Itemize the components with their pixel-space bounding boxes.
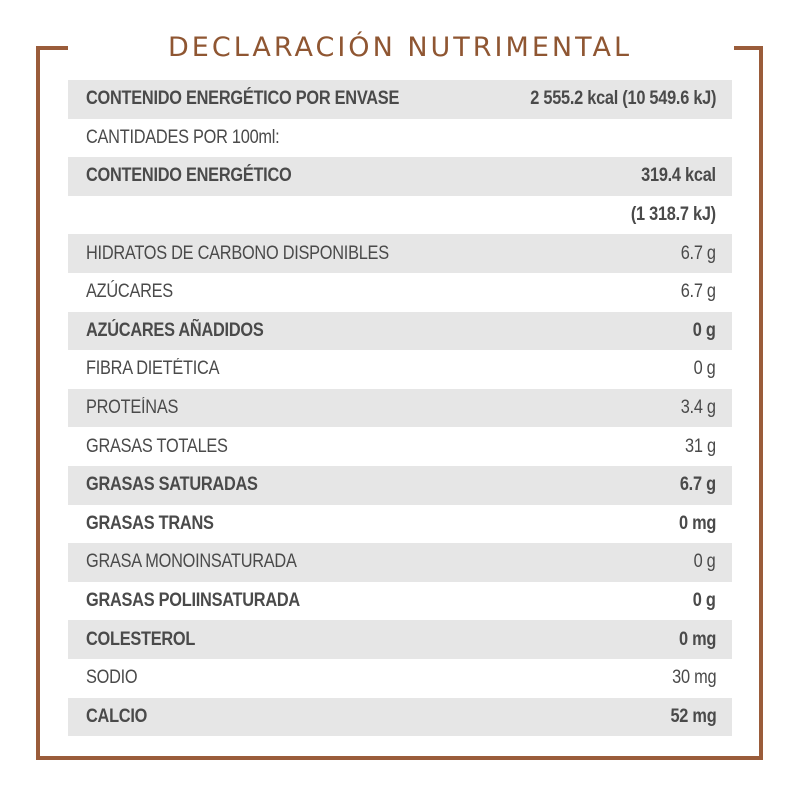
- row-value: 6.7 g: [680, 242, 716, 264]
- row-value: 2 555.2 kcal (10 549.6 kJ): [530, 88, 716, 110]
- row-value: 319.4 kcal: [641, 165, 716, 187]
- page-title: DECLARACIÓN NUTRIMENTAL: [168, 32, 632, 63]
- row-label: SODIO: [86, 667, 138, 689]
- row-carbohydrates: HIDRATOS DE CARBONO DISPONIBLES 6.7 g: [68, 234, 732, 273]
- row-label: CONTENIDO ENERGÉTICO POR ENVASE: [86, 88, 400, 110]
- row-label: GRASA MONOINSATURADA: [86, 551, 297, 573]
- row-label: AZÚCARES: [86, 281, 173, 303]
- row-label: CONTENIDO ENERGÉTICO: [86, 165, 292, 187]
- row-trans-fat: GRASAS TRANS 0 mg: [68, 505, 732, 544]
- label-frame: [36, 48, 763, 760]
- row-energy-kcal: CONTENIDO ENERGÉTICO 319.4 kcal: [68, 157, 732, 196]
- row-energy-per-package: CONTENIDO ENERGÉTICO POR ENVASE 2 555.2 …: [68, 80, 732, 119]
- row-value: 0 g: [693, 319, 716, 341]
- row-value: 52 mg: [670, 705, 716, 727]
- frame-top-left-segment: [36, 46, 68, 50]
- row-polyunsaturated-fat: GRASAS POLIINSATURADA 0 g: [68, 582, 732, 621]
- row-energy-kj: (1 318.7 kJ): [68, 196, 732, 235]
- row-sugars: AZÚCARES 6.7 g: [68, 273, 732, 312]
- row-calcium: CALCIO 52 mg: [68, 697, 732, 737]
- row-sodium: SODIO 30 mg: [68, 659, 732, 698]
- row-label: PROTEÍNAS: [86, 397, 179, 419]
- row-total-fat: GRASAS TOTALES 31 g: [68, 427, 732, 466]
- row-value: 0 g: [694, 551, 716, 573]
- row-label: GRASAS POLIINSATURADA: [86, 590, 300, 612]
- row-cholesterol: COLESTEROL 0 mg: [68, 620, 732, 659]
- row-value: 3.4 g: [680, 397, 716, 419]
- row-value: 0 mg: [678, 628, 716, 650]
- row-value: 0 g: [693, 590, 716, 612]
- row-value: 0 mg: [678, 512, 716, 534]
- row-proteins: PROTEÍNAS 3.4 g: [68, 388, 732, 428]
- row-value: 30 mg: [671, 667, 716, 689]
- row-label: COLESTEROL: [86, 628, 196, 650]
- row-saturated-fat: GRASAS SATURADAS 6.7 g: [68, 465, 732, 505]
- row-value: 6.7 g: [680, 281, 716, 303]
- row-label: GRASAS SATURADAS: [86, 474, 258, 496]
- frame-top-right-segment: [734, 46, 763, 50]
- nutrition-table: CONTENIDO ENERGÉTICO POR ENVASE 2 555.2 …: [68, 80, 732, 737]
- row-label: CANTIDADES POR 100ml:: [86, 126, 280, 148]
- row-monounsaturated-fat: GRASA MONOINSATURADA 0 g: [68, 543, 732, 582]
- row-fiber: FIBRA DIETÉTICA 0 g: [68, 350, 732, 389]
- row-label: HIDRATOS DE CARBONO DISPONIBLES: [86, 242, 389, 264]
- row-label: AZÚCARES AÑADIDOS: [86, 319, 264, 341]
- row-per-100ml-heading: CANTIDADES POR 100ml:: [68, 119, 732, 158]
- row-value: (1 318.7 kJ): [630, 204, 716, 226]
- row-label: GRASAS TRANS: [86, 512, 214, 534]
- row-value: 31 g: [685, 435, 716, 457]
- row-value: 6.7 g: [680, 474, 716, 496]
- row-label: GRASAS TOTALES: [86, 435, 228, 457]
- row-label: CALCIO: [86, 705, 148, 727]
- row-added-sugars: AZÚCARES AÑADIDOS 0 g: [68, 311, 732, 351]
- row-label: FIBRA DIETÉTICA: [86, 358, 220, 380]
- row-value: 0 g: [694, 358, 716, 380]
